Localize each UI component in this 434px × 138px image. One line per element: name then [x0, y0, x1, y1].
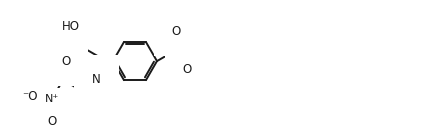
- Text: ⁻O: ⁻O: [23, 90, 38, 103]
- Text: O: O: [182, 63, 192, 76]
- Text: O: O: [47, 115, 56, 128]
- Text: N⁺: N⁺: [45, 94, 59, 104]
- Text: O: O: [171, 25, 181, 38]
- Text: N: N: [92, 73, 101, 86]
- Text: O: O: [61, 55, 70, 68]
- Text: HO: HO: [62, 20, 80, 33]
